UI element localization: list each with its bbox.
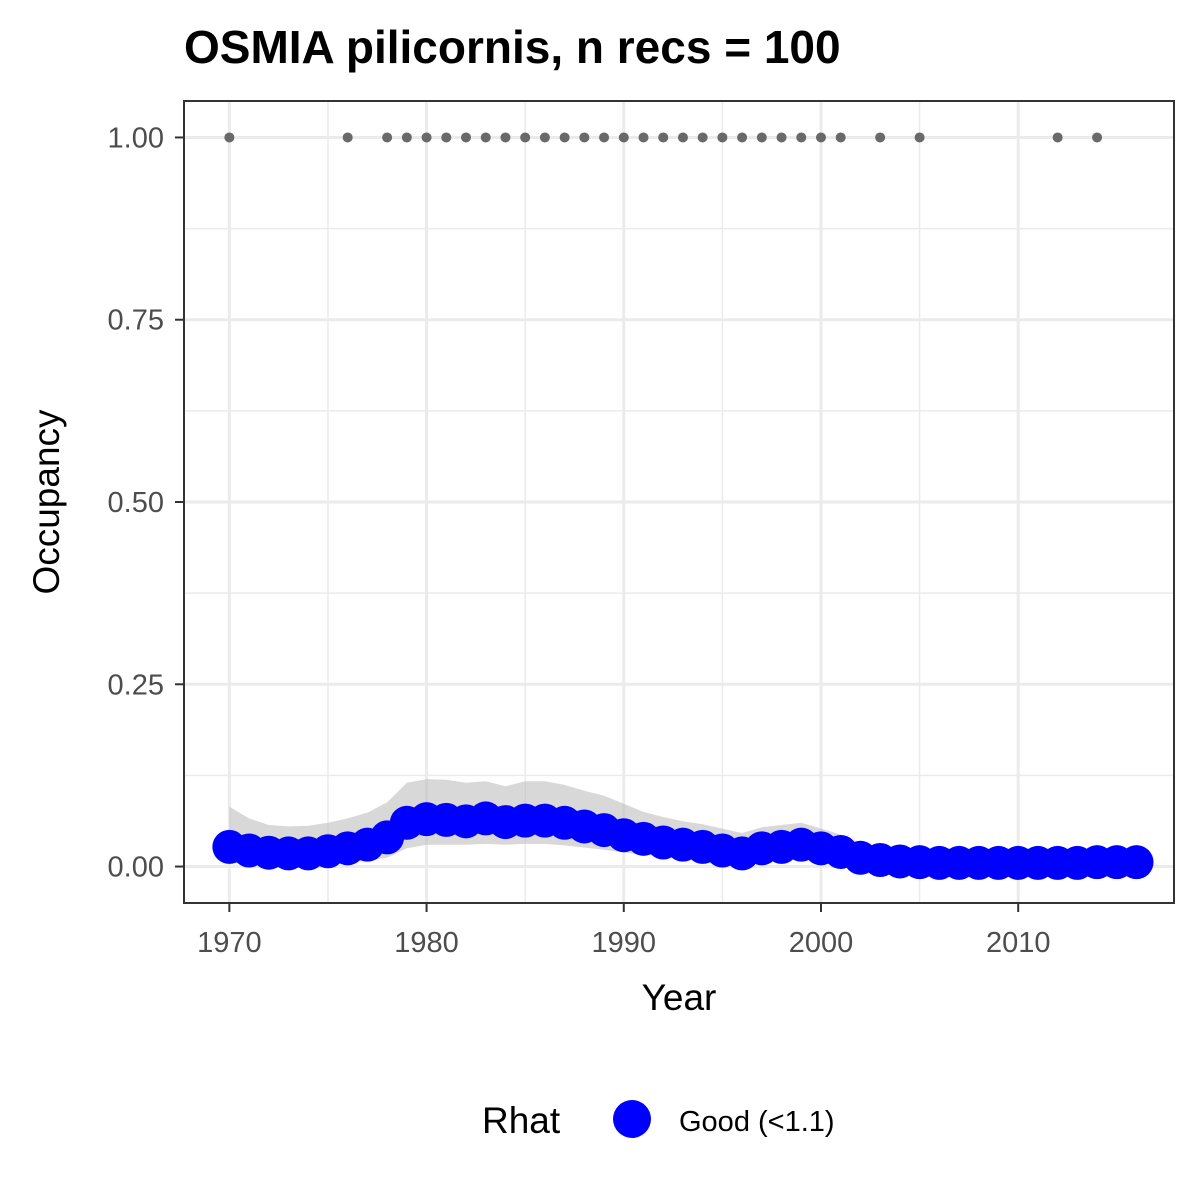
y-tick-label: 0.75 <box>108 305 164 337</box>
record-point <box>441 132 452 143</box>
record-point <box>421 132 432 143</box>
x-axis-title: Year <box>642 977 717 1018</box>
legend: Rhat Good (<1.1) <box>482 1100 835 1141</box>
record-point <box>677 132 688 143</box>
record-point <box>224 132 235 143</box>
credible-interval-ribbon <box>229 779 1137 866</box>
record-point <box>815 132 826 143</box>
record-point <box>559 132 570 143</box>
x-tick-label: 2000 <box>789 927 854 959</box>
legend-title: Rhat <box>482 1100 561 1141</box>
record-point <box>618 132 629 143</box>
record-point <box>756 132 767 143</box>
y-tick-label: 0.50 <box>108 487 164 519</box>
y-tick-label: 1.00 <box>108 122 164 154</box>
record-point <box>599 132 610 143</box>
record-point <box>737 132 748 143</box>
record-point <box>1052 132 1063 143</box>
record-point <box>579 132 590 143</box>
record-point <box>401 132 412 143</box>
record-point <box>875 132 886 143</box>
record-point <box>382 132 393 143</box>
record-points <box>224 132 1103 143</box>
chart-title: OSMIA pilicornis, n recs = 100 <box>184 21 841 73</box>
record-point <box>539 132 550 143</box>
record-point <box>500 132 511 143</box>
record-point <box>717 132 728 143</box>
record-point <box>638 132 649 143</box>
y-axis-title: Occupancy <box>26 409 67 595</box>
legend-label: Good (<1.1) <box>679 1106 835 1138</box>
y-tick-label: 0.25 <box>108 669 164 701</box>
y-tick-label: 0.00 <box>108 852 164 884</box>
x-tick-label: 1980 <box>394 927 459 959</box>
record-point <box>796 132 807 143</box>
record-point <box>776 132 787 143</box>
x-tick-label: 1990 <box>592 927 657 959</box>
occupancy-point <box>1119 845 1154 880</box>
record-point <box>342 132 353 143</box>
occupancy-points <box>212 801 1154 880</box>
record-point <box>1092 132 1103 143</box>
record-point <box>914 132 925 143</box>
record-point <box>461 132 472 143</box>
grid-lines <box>184 101 1174 903</box>
x-axis: 1970 1980 1990 2000 2010 <box>197 903 1050 959</box>
record-point <box>697 132 708 143</box>
x-tick-label: 2010 <box>986 927 1051 959</box>
confidence-ribbon <box>229 779 1137 866</box>
legend-key-point <box>613 1100 651 1138</box>
record-point <box>520 132 531 143</box>
y-axis: 0.00 0.25 0.50 0.75 1.00 <box>108 122 184 884</box>
x-tick-label: 1970 <box>197 927 262 959</box>
record-point <box>480 132 491 143</box>
record-point <box>835 132 846 143</box>
record-point <box>658 132 669 143</box>
